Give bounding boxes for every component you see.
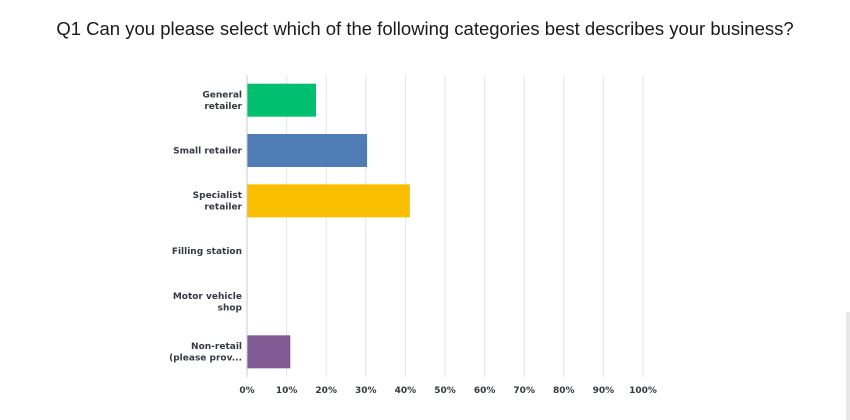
category-labels: General retailer Small retailer Specialist r…: [169, 90, 243, 363]
bars: [247, 83, 410, 369]
category-label: Specialist retailer: [193, 191, 243, 213]
category-label: Filling station: [172, 247, 242, 257]
x-tick-label: 50%: [434, 386, 456, 396]
bar[interactable]: [247, 83, 317, 117]
x-tick-label: 40%: [395, 386, 417, 396]
x-tick-label: 10%: [276, 386, 298, 396]
x-tick-labels: 0% 10% 20% 30% 40% 50% 60% 70% 80% 90% 100%: [239, 386, 657, 396]
x-tick-label: 80%: [553, 386, 575, 396]
bar[interactable]: [247, 335, 291, 369]
scroll-edge: [846, 312, 850, 420]
bar[interactable]: [247, 184, 410, 218]
category-label: Small retailer: [173, 147, 242, 157]
category-label: Non-retail (please prov...: [169, 342, 242, 364]
bar[interactable]: [247, 134, 368, 167]
chart-title: Q1 Can you please select which of the fo…: [56, 18, 794, 39]
x-tick-label: 30%: [355, 386, 377, 396]
gridlines: [246, 75, 644, 377]
x-tick-label: 60%: [474, 386, 496, 396]
category-label: Motor vehicle shop: [173, 292, 243, 314]
category-label: General retailer: [202, 90, 242, 112]
x-tick-label: 100%: [629, 386, 657, 396]
x-tick-label: 70%: [513, 386, 535, 396]
x-tick-label: 0%: [239, 386, 254, 396]
x-tick-label: 90%: [593, 386, 615, 396]
x-tick-label: 20%: [315, 386, 337, 396]
